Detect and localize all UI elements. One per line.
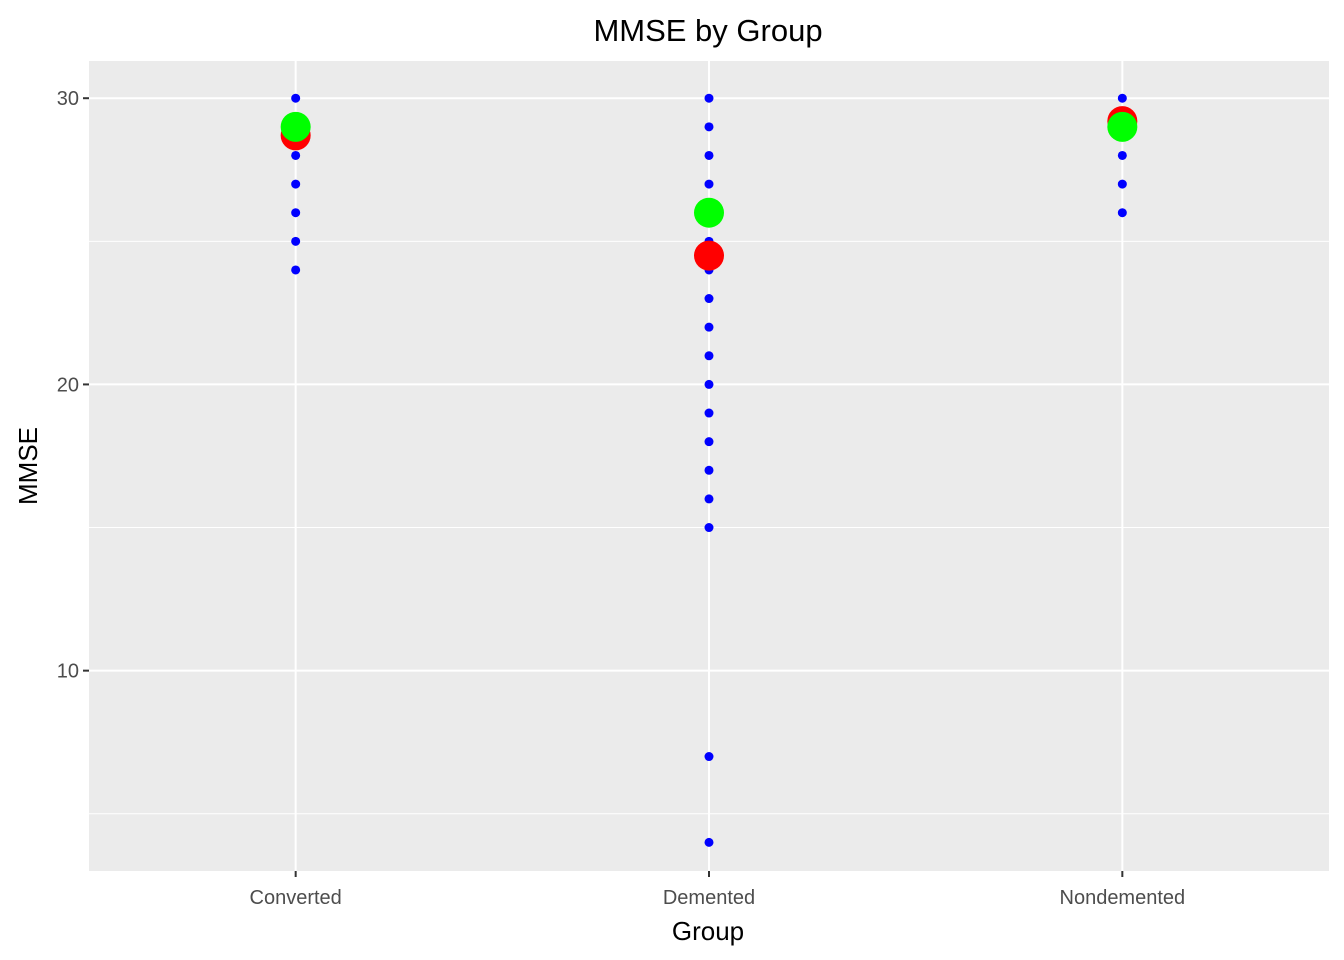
observation-point [704,752,714,762]
observation-point [704,150,714,160]
y-tick-label: 30 [57,88,79,110]
x-tick-label: Nondemented [1060,887,1186,909]
x-axis-title: Group [672,916,744,946]
x-axis: Converted Demented Nondemented [250,871,1186,909]
y-tick-label: 20 [57,374,79,396]
y-axis: 10 20 30 [57,88,89,683]
observation-point [704,408,714,418]
observation-point [704,122,714,132]
y-tick-label: 10 [57,661,79,683]
observation-point [1117,208,1127,218]
observation-point [704,379,714,389]
observation-point [1117,150,1127,160]
y-axis-title: MMSE [13,427,43,505]
observation-point [291,93,301,103]
observation-point [291,179,301,189]
median-point [694,197,724,228]
observation-point [1117,179,1127,189]
observation-point [704,465,714,475]
observation-point [291,208,301,218]
observation-point [704,351,714,361]
median-point [1107,111,1138,142]
x-tick-label: Demented [663,887,755,909]
observation-point [291,236,301,246]
observation-point [704,837,714,847]
median-point [280,111,311,142]
x-tick-label: Converted [250,887,342,909]
observation-point [704,179,714,189]
observation-point [291,150,301,160]
observation-point [704,294,714,304]
observation-point [704,523,714,533]
chart-title: MMSE by Group [593,13,822,48]
data-points [280,93,1138,847]
observation-point [704,437,714,447]
observation-point [704,322,714,332]
observation-point [704,93,714,103]
observation-point [704,494,714,504]
observation-point [291,265,301,275]
observation-point [1117,93,1127,103]
mean-point [694,240,724,271]
